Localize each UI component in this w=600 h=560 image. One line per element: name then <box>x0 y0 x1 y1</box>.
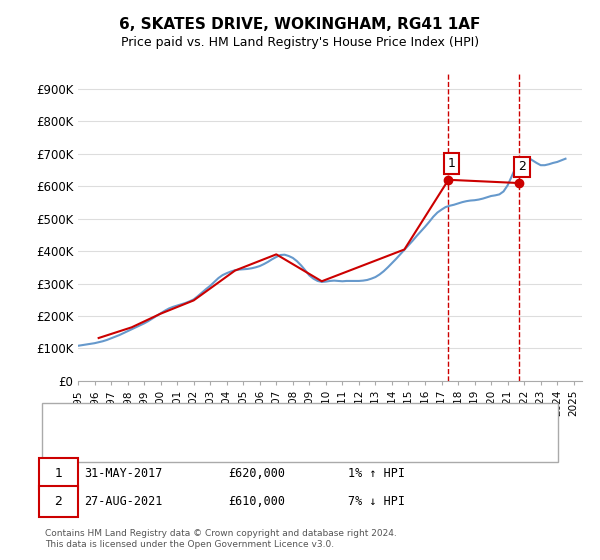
Text: 27-AUG-2021: 27-AUG-2021 <box>84 494 163 508</box>
Text: 7% ↓ HPI: 7% ↓ HPI <box>348 494 405 508</box>
Text: £610,000: £610,000 <box>228 494 285 508</box>
Text: 2: 2 <box>518 160 526 173</box>
Text: ——: —— <box>66 440 91 453</box>
Text: 1: 1 <box>448 157 455 170</box>
Text: HPI: Average price, detached house, Wokingham: HPI: Average price, detached house, Woki… <box>87 441 341 451</box>
Text: 2: 2 <box>54 494 62 508</box>
Text: £620,000: £620,000 <box>228 466 285 480</box>
Text: 1: 1 <box>54 466 62 480</box>
Text: ——: —— <box>66 413 91 426</box>
Text: 6, SKATES DRIVE, WOKINGHAM, RG41 1AF (detached house): 6, SKATES DRIVE, WOKINGHAM, RG41 1AF (de… <box>87 414 401 424</box>
Text: 6, SKATES DRIVE, WOKINGHAM, RG41 1AF: 6, SKATES DRIVE, WOKINGHAM, RG41 1AF <box>119 17 481 32</box>
Text: Price paid vs. HM Land Registry's House Price Index (HPI): Price paid vs. HM Land Registry's House … <box>121 36 479 49</box>
Text: 31-MAY-2017: 31-MAY-2017 <box>84 466 163 480</box>
Text: Contains HM Land Registry data © Crown copyright and database right 2024.
This d: Contains HM Land Registry data © Crown c… <box>45 529 397 549</box>
Text: 1% ↑ HPI: 1% ↑ HPI <box>348 466 405 480</box>
